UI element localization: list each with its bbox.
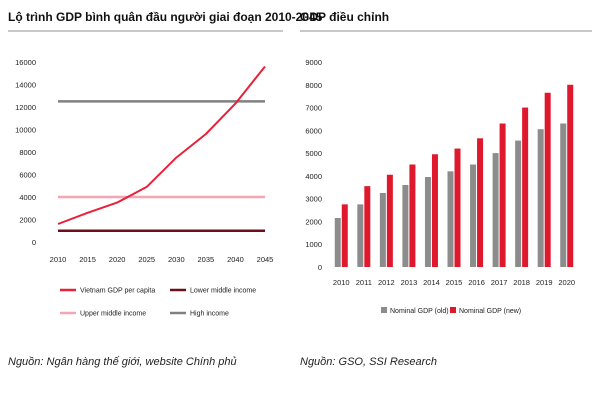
right-x-tick-label: 2012	[378, 278, 395, 287]
right-x-tick-label: 2013	[401, 278, 418, 287]
right-bar	[447, 171, 454, 267]
right-bar	[424, 177, 431, 267]
right-bar	[492, 153, 499, 267]
right-bar	[522, 107, 529, 267]
left-x-tick-label: 2010	[50, 255, 67, 264]
right-bar	[515, 140, 522, 267]
left-title-divider	[8, 30, 283, 32]
left-legend-label: Lower middle income	[190, 288, 256, 295]
left-x-tick-label: 2015	[79, 255, 96, 264]
right-bar	[402, 185, 409, 267]
right-bar	[470, 164, 477, 267]
right-y-tick-label: 5000	[305, 149, 322, 158]
right-bar	[537, 129, 544, 267]
left-legend-label: Vietnam GDP per capita	[80, 288, 155, 295]
right-bar	[560, 123, 567, 267]
right-legend-swatch	[381, 307, 387, 313]
right-y-tick-label: 2000	[305, 217, 322, 226]
right-x-tick-label: 2014	[423, 278, 440, 287]
right-y-tick-label: 6000	[305, 126, 322, 135]
left-legend-label: High income	[190, 311, 229, 318]
left-y-tick-label: 12000	[15, 103, 36, 112]
left-x-tick-label: 2020	[109, 255, 126, 264]
right-legend-label: Nominal GDP (new)	[459, 308, 521, 315]
left-y-tick-label: 6000	[19, 171, 36, 180]
right-y-tick-label: 0	[318, 263, 322, 272]
right-bar	[386, 174, 393, 267]
left-series-line	[57, 65, 266, 225]
right-bar	[454, 148, 461, 267]
left-x-tick-label: 2035	[198, 255, 215, 264]
right-bar	[499, 123, 506, 267]
left-y-tick-label: 10000	[15, 126, 36, 135]
right-source-note: Nguồn: GSO, SSI Research	[300, 356, 437, 368]
right-y-tick-label: 3000	[305, 195, 322, 204]
left-source-note: Nguồn: Ngân hàng thế giới, website Chính…	[8, 356, 237, 368]
right-bar	[357, 204, 364, 267]
right-bar	[431, 154, 438, 267]
right-x-tick-label: 2020	[558, 278, 575, 287]
right-bar	[334, 218, 341, 267]
left-y-tick-label: 0	[32, 238, 36, 247]
right-y-tick-label: 8000	[305, 81, 322, 90]
right-x-tick-label: 2018	[513, 278, 530, 287]
right-bar	[544, 92, 551, 267]
right-title-divider	[300, 30, 592, 32]
right-bar	[341, 204, 348, 267]
right-legend-swatch	[450, 307, 456, 313]
right-x-tick-label: 2011	[356, 278, 372, 287]
right-legend-label: Nominal GDP (old)	[390, 308, 449, 315]
left-y-tick-label: 16000	[15, 58, 36, 67]
left-y-tick-label: 2000	[19, 216, 36, 225]
left-y-tick-label: 14000	[15, 81, 36, 90]
right-bar	[477, 138, 484, 267]
left-chart-title: Lộ trình GDP bình quân đầu người giai đo…	[8, 10, 323, 24]
right-chart-title: GDP điều chỉnh	[300, 10, 390, 24]
right-x-tick-label: 2017	[491, 278, 508, 287]
right-x-tick-label: 2015	[446, 278, 463, 287]
left-y-tick-label: 4000	[19, 193, 36, 202]
right-y-tick-label: 9000	[305, 58, 322, 67]
right-x-tick-label: 2016	[468, 278, 485, 287]
right-bar	[409, 164, 416, 267]
right-y-tick-label: 4000	[305, 172, 322, 181]
right-bar	[379, 192, 386, 267]
left-x-tick-label: 2040	[227, 255, 244, 264]
right-bar	[567, 84, 574, 268]
left-legend-label: Upper middle income	[80, 311, 146, 318]
right-y-tick-label: 1000	[305, 240, 322, 249]
right-bar	[364, 186, 371, 267]
left-x-tick-label: 2030	[168, 255, 185, 264]
right-x-tick-label: 2010	[333, 278, 350, 287]
left-x-tick-label: 2025	[138, 255, 155, 264]
left-x-tick-label: 2045	[257, 255, 274, 264]
right-x-tick-label: 2019	[536, 278, 553, 287]
left-y-tick-label: 8000	[19, 148, 36, 157]
right-y-tick-label: 7000	[305, 104, 322, 113]
